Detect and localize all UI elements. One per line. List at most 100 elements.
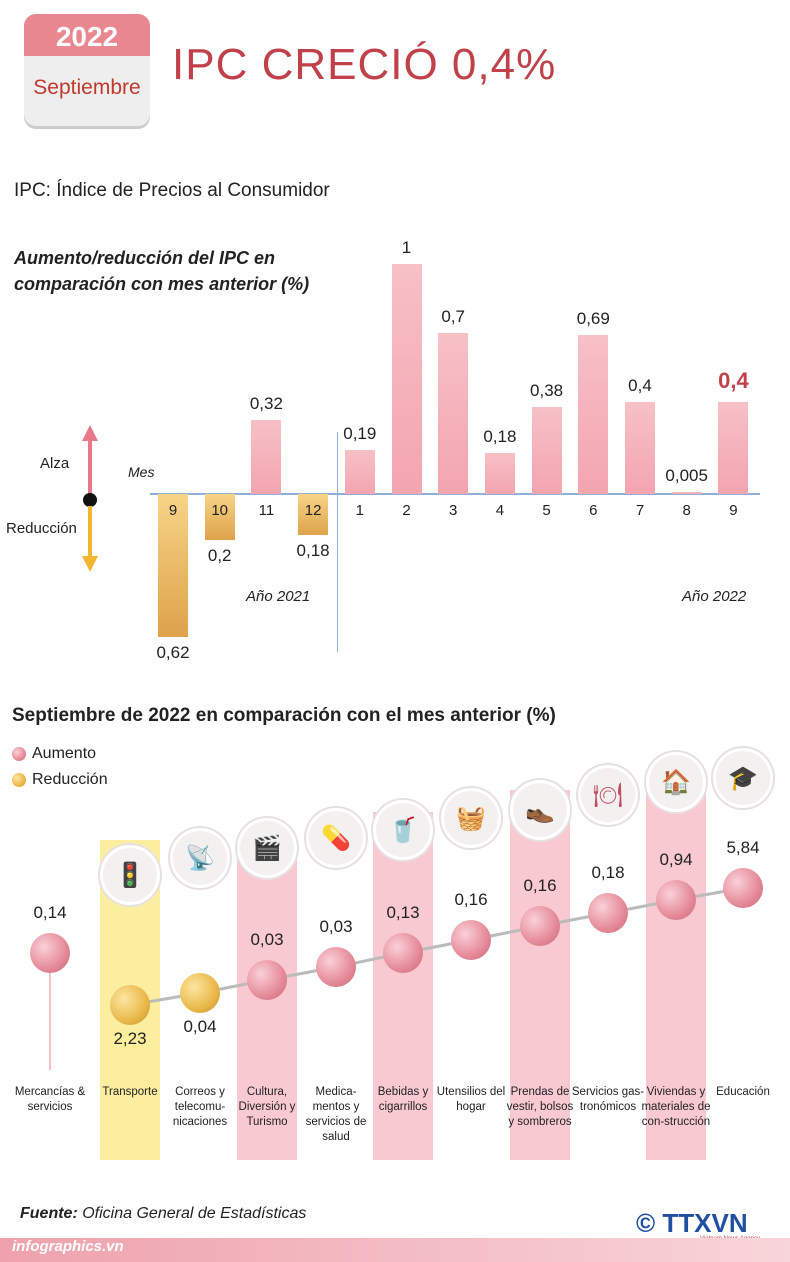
month-tick-label: 8 [682,502,691,519]
axis-mes-label: Mes [128,464,155,480]
bar [158,494,188,637]
category-value-label: 2,23 [113,1029,147,1048]
legend-reduccion: Reducción [12,771,108,789]
legend-down: Reducción [6,520,77,537]
calendar-badge: 2022 Septiembre [24,14,150,126]
month-tick-label: 9 [729,502,738,519]
bar [391,264,422,494]
bar [671,492,702,494]
calendar-year: 2022 [24,14,150,56]
bar [204,494,235,540]
bar [344,450,375,494]
footer-band [0,1238,790,1262]
month-tick-label: 5 [542,502,551,519]
category-value-label: 0,03 [250,930,284,949]
category-label: Medica-mentos y servicios de salud [305,1086,367,1143]
category-label: Mercancías & servicios [14,1086,86,1113]
category-label: Educación [716,1086,770,1098]
month-tick-label: 9 [168,502,178,519]
category-icon: 🎬 [237,818,297,878]
bar-value-label: 0,7 [441,307,465,326]
source-text: Oficina General de Estadísticas [82,1205,307,1222]
category-label: Servicios gas-tronómicos [571,1086,645,1113]
bar [531,406,562,494]
category-value-label: 0,14 [33,903,67,922]
month-tick-label: 7 [635,502,645,519]
category-value-label: 5,84 [726,838,760,857]
up-arrow-shaft [88,440,92,498]
bar [298,494,329,536]
category-value-label: 0,13 [386,903,420,922]
category-label: Viviendas y materiales de con-strucción [641,1086,711,1128]
category-value-label: 0,18 [591,863,625,882]
source: Fuente: Oficina General de Estadísticas [20,1205,306,1223]
legend-up: Alza [40,455,70,472]
month-tick-label: 2 [402,502,411,519]
up-arrow-icon [82,425,98,441]
gold-dot-icon [12,773,26,787]
bar-value-label: 0,4 [718,368,749,393]
year-separator [337,432,338,652]
subtitle: IPC: Índice de Precios al Consumidor [14,180,330,201]
ttxvn-logo: © TTXVN [636,1208,748,1238]
bar-value-label: 0,19 [343,424,377,444]
bar [484,452,515,494]
bar-value-label: 0,4 [628,376,652,395]
month-tick-label: 3 [449,502,458,519]
value-ball [451,920,491,960]
value-ball [383,933,423,973]
bar [578,335,609,494]
category-label: Utensilios del hogar [436,1086,506,1113]
value-ball [110,985,150,1025]
source-label: Fuente: [20,1205,78,1222]
bar-value-label: 0,18 [483,426,517,446]
value-ball [180,973,220,1013]
month-tick-label: 4 [495,502,505,519]
x-axis [150,493,760,495]
value-ball [588,893,628,933]
category-label: Prendas de vestir, bolsos y sombreros [506,1086,574,1128]
category-icon: 👞 [510,780,570,840]
value-ball [656,880,696,920]
legend-aumento: Aumento [12,745,96,763]
category-value-label: 0,16 [454,890,488,909]
bar [625,402,655,494]
down-arrow-icon [82,556,98,572]
year-2022-label: Año 2022 [682,588,747,605]
bar-value-label: 1 [401,238,412,257]
site-name: infographics.vn [12,1238,124,1255]
bar [438,333,469,494]
bar-value-label: 0,69 [576,309,610,329]
bar-value-label: 0,38 [530,380,564,400]
category-icon: 🧺 [441,788,501,848]
category-label: Cultura, Diversión y Turismo [238,1086,296,1128]
calendar-month: Septiembre [33,76,141,99]
value-ball [247,960,287,1000]
month-tick-label: 12 [304,502,322,519]
category-label: Bebidas y cigarrillos [377,1086,429,1113]
value-ball [30,933,70,973]
legend-reduccion-label: Reducción [32,771,108,788]
value-ball [520,906,560,946]
pink-dot-icon [12,747,26,761]
chart2-title: Septiembre de 2022 en comparación con el… [12,705,556,726]
month-tick-label: 10 [211,502,229,519]
month-tick-label: 11 [258,502,275,519]
category-value-label: 0,03 [319,917,353,936]
category-icon: 📡 [170,828,230,888]
chart1-title: Aumento/reducción del IPC en comparación… [14,248,310,294]
category-icon: 🚦 [100,845,160,905]
bar-value-label: 0,18 [296,541,330,561]
category-icon: 🏠 [646,752,706,812]
category-icon: 🍽 [578,765,638,825]
bar [251,420,282,494]
year-2021-label: Año 2021 [246,588,311,605]
page-title: IPC CRECIÓ 0,4% [172,40,557,89]
category-value-label: 0,16 [523,876,557,895]
origin-dot [83,493,97,507]
month-tick-label: 1 [355,502,364,519]
category-label: Correos y telecomu-nicaciones [172,1086,228,1128]
value-ball [723,868,763,908]
legend-aumento-label: Aumento [32,745,97,762]
value-ball [316,947,356,987]
